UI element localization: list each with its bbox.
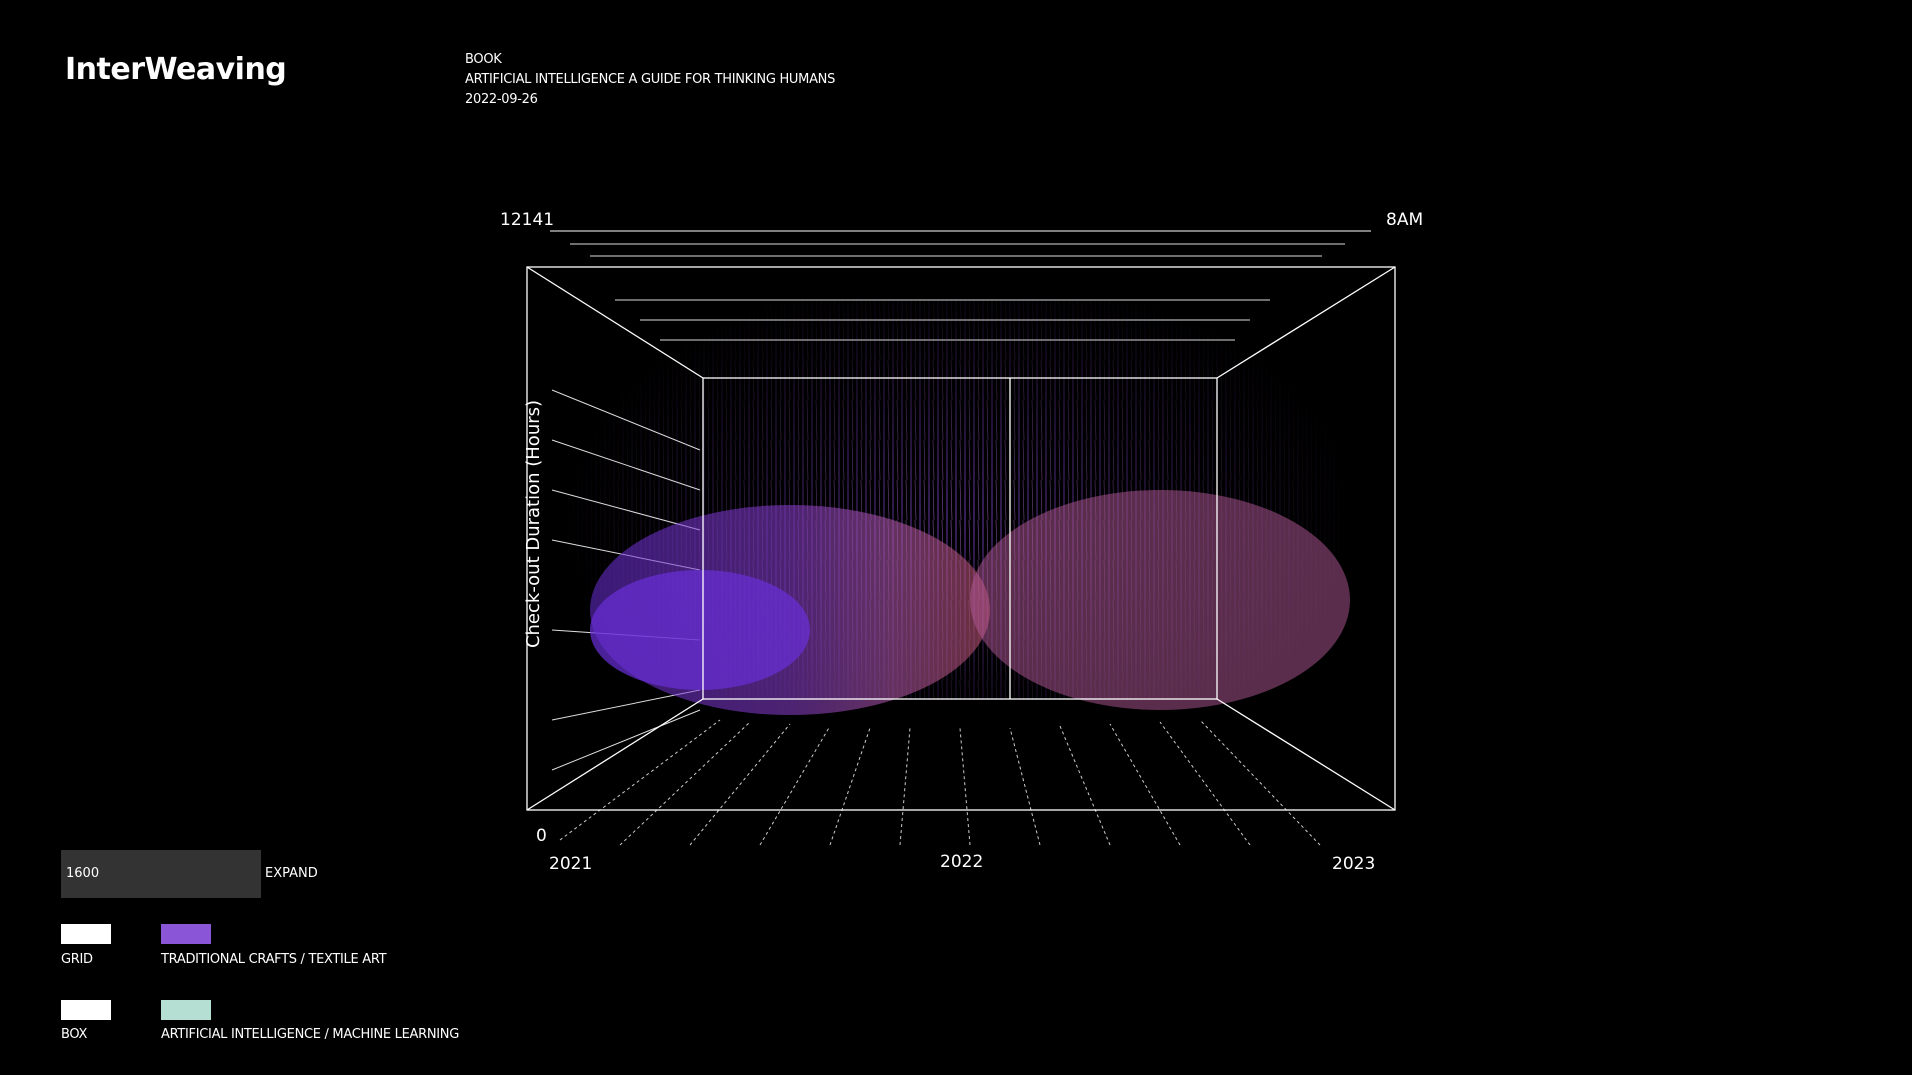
cloud [590, 570, 810, 690]
item-kind: BOOK [465, 52, 502, 67]
app-title: InterWeaving [65, 52, 287, 87]
x-label: 2022 [940, 852, 983, 872]
date: 2022-09-26 [465, 92, 538, 107]
x-label: 2023 [1332, 854, 1375, 874]
time-label: 8AM [1386, 210, 1423, 230]
legend-swatch[interactable] [61, 924, 111, 944]
y-max-label: 12141 [500, 210, 554, 230]
legend-swatch[interactable] [161, 924, 211, 944]
expand-button[interactable]: EXPAND [265, 866, 318, 881]
y-min-label: 0 [536, 826, 547, 846]
legend-label: GRID [61, 952, 93, 967]
legend-label: ARTIFICIAL INTELLIGENCE / MACHINE LEARNI… [161, 1027, 460, 1042]
legend-swatch[interactable] [61, 1000, 111, 1020]
box [526, 266, 1396, 811]
cloud [970, 490, 1350, 710]
floor-grid [559, 719, 1321, 846]
legend-label: BOX [61, 1027, 88, 1042]
count-input[interactable]: 1600 [61, 850, 261, 898]
y-axis-label: Check-out Duration (Hours) [523, 400, 544, 648]
legend-label: TRADITIONAL CRAFTS / TEXTILE ART [161, 952, 387, 967]
x-label: 2021 [549, 854, 592, 874]
book-title: ARTIFICIAL INTELLIGENCE A GUIDE FOR THIN… [465, 72, 836, 87]
legend-swatch[interactable] [161, 1000, 211, 1020]
